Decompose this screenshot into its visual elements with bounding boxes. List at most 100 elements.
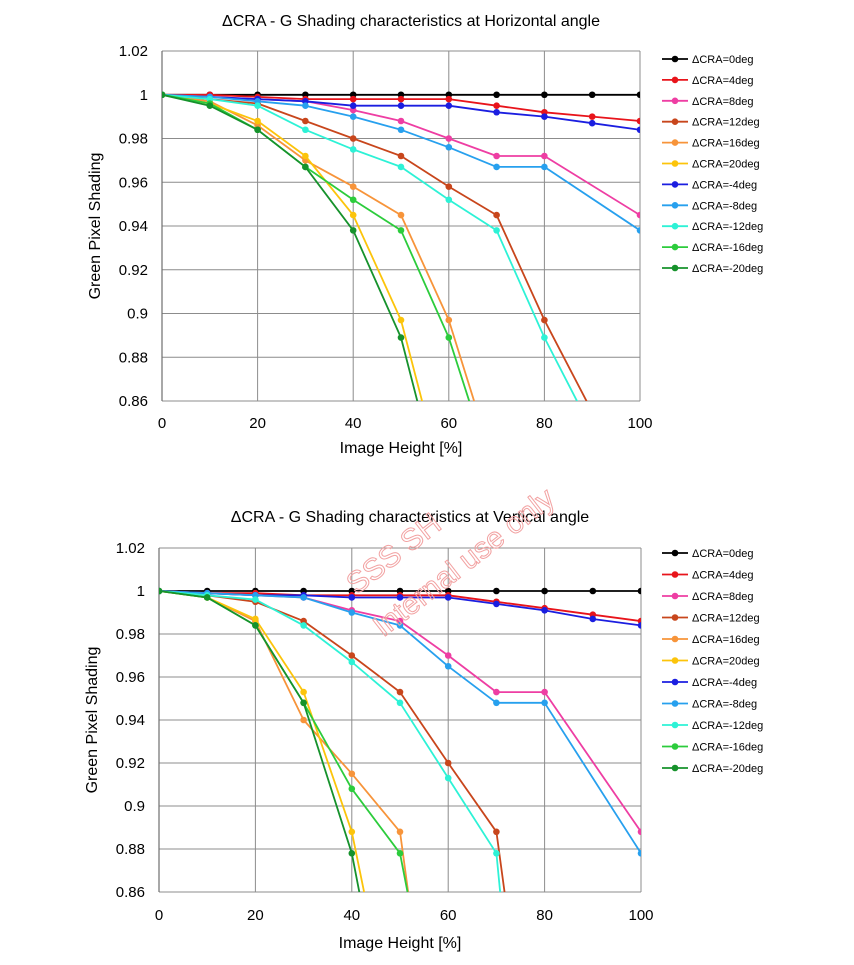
y-axis-label: Green Pixel Shading xyxy=(87,153,104,300)
series-line xyxy=(162,93,419,401)
data-point xyxy=(252,596,259,603)
legend-swatch-marker xyxy=(671,243,679,251)
data-point xyxy=(541,316,548,324)
data-point xyxy=(300,688,307,696)
legend-entry: ΔCRA=-20deg xyxy=(692,263,763,275)
x-tick-label: 100 xyxy=(628,907,653,924)
legend-swatch-marker xyxy=(671,181,679,188)
y-tick-label: 0.96 xyxy=(116,669,145,686)
series-line xyxy=(159,590,409,892)
legend-entry: ΔCRA=12deg xyxy=(692,613,760,625)
legend-swatch-marker xyxy=(671,657,679,664)
legend-entry: ΔCRA=4deg xyxy=(692,75,753,87)
y-tick-label: 0.92 xyxy=(119,262,148,279)
data-point xyxy=(493,850,500,857)
data-point xyxy=(300,716,307,724)
data-point xyxy=(493,211,500,219)
y-tick-label: 0.9 xyxy=(127,306,148,323)
data-point xyxy=(348,658,356,666)
legend-entry: ΔCRA=-4deg xyxy=(692,179,757,191)
legend-entry: ΔCRA=4deg xyxy=(692,570,753,582)
series-line xyxy=(159,590,410,892)
data-point xyxy=(493,152,500,160)
legend-swatch-marker xyxy=(671,202,679,209)
data-point xyxy=(444,662,452,670)
data-point xyxy=(349,113,357,120)
data-point xyxy=(254,102,261,109)
series-line xyxy=(162,93,476,401)
legend-swatch-marker xyxy=(671,678,679,686)
y-tick-label: 0.9 xyxy=(124,798,145,815)
data-point xyxy=(252,615,259,623)
data-point xyxy=(300,622,307,629)
legend-entry: ΔCRA=-16deg xyxy=(692,742,763,754)
data-point xyxy=(206,102,214,109)
data-point xyxy=(300,594,307,601)
data-point xyxy=(541,334,548,341)
legend-entry: ΔCRA=8deg xyxy=(692,591,753,603)
data-point xyxy=(397,163,405,171)
data-point xyxy=(637,587,641,595)
x-tick-label: 60 xyxy=(440,415,457,432)
x-tick-label: 20 xyxy=(247,907,264,924)
data-point xyxy=(445,334,453,341)
data-point xyxy=(396,850,404,857)
data-point xyxy=(445,143,453,151)
y-tick-label: 0.94 xyxy=(116,712,145,729)
legend-swatch-marker xyxy=(671,76,679,84)
data-point xyxy=(349,227,357,234)
chart-title: ΔCRA - G Shading characteristics at Vert… xyxy=(231,509,590,526)
y-tick-label: 1.02 xyxy=(116,540,145,557)
data-point xyxy=(541,699,548,707)
x-axis-label: Image Height [%] xyxy=(340,440,463,457)
data-point xyxy=(349,211,357,219)
legend-swatch-marker xyxy=(671,118,679,125)
x-tick-label: 0 xyxy=(155,907,163,924)
data-point xyxy=(636,126,640,134)
data-point xyxy=(541,607,548,614)
data-point xyxy=(541,91,548,99)
data-point xyxy=(541,587,548,595)
y-axis-label: Green Pixel Shading xyxy=(84,647,101,794)
x-tick-label: 60 xyxy=(440,907,457,924)
data-point xyxy=(348,652,356,659)
x-tick-label: 0 xyxy=(158,415,166,432)
legend-entry: ΔCRA=-12deg xyxy=(692,221,763,233)
plot-area xyxy=(162,91,640,401)
x-axis-label: Image Height [%] xyxy=(339,935,462,952)
data-point xyxy=(396,622,404,629)
y-tick-label: 1.02 xyxy=(119,43,148,60)
legend-swatch-marker xyxy=(671,635,679,643)
data-point xyxy=(397,117,405,125)
data-point xyxy=(589,615,597,623)
legend-swatch-marker xyxy=(671,160,679,167)
legend-swatch-marker xyxy=(671,222,679,230)
data-point xyxy=(302,126,309,134)
legend-swatch-marker xyxy=(671,97,679,105)
data-point xyxy=(541,163,548,171)
data-point xyxy=(397,316,405,324)
data-point xyxy=(445,95,453,103)
data-point xyxy=(397,227,405,234)
data-point xyxy=(396,594,404,601)
y-tick-label: 1 xyxy=(137,583,145,600)
data-point xyxy=(348,850,356,857)
data-point xyxy=(162,91,166,99)
vertical-angle-chart: ΔCRA - G Shading characteristics at Vert… xyxy=(84,509,763,952)
data-point xyxy=(636,91,640,99)
legend-entry: ΔCRA=0deg xyxy=(692,548,753,560)
data-point xyxy=(444,652,452,659)
x-tick-label: 80 xyxy=(536,907,553,924)
legend-swatch-marker xyxy=(671,592,679,600)
data-point xyxy=(349,102,357,109)
legend-swatch-marker xyxy=(671,700,679,707)
legend-entry: ΔCRA=0deg xyxy=(692,54,753,66)
y-tick-label: 0.92 xyxy=(116,755,145,772)
data-point xyxy=(349,146,357,153)
data-point xyxy=(493,102,500,109)
legend-entry: ΔCRA=20deg xyxy=(692,159,760,171)
legend-entry: ΔCRA=-8deg xyxy=(692,699,757,711)
y-tick-label: 1 xyxy=(140,87,148,104)
data-point xyxy=(444,594,452,601)
